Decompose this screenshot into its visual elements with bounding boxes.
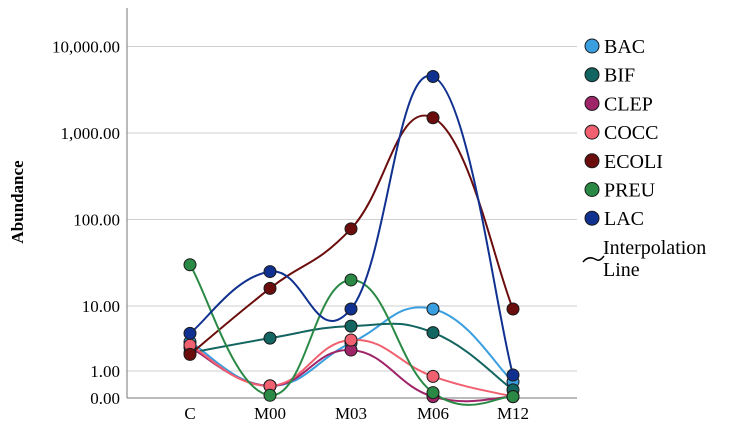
legend-label-bac: BAC	[604, 36, 645, 58]
point-lac	[344, 302, 358, 316]
series-line-preu	[189, 264, 514, 406]
point-ecoli	[183, 347, 197, 361]
x-tick-label: M00	[254, 404, 286, 423]
point-lac	[183, 326, 197, 340]
legend-swatch-clep	[584, 95, 600, 111]
x-tick-label: M03	[335, 404, 367, 423]
legend-swatch-bac	[584, 38, 600, 54]
y-tick-labels: 0.00 1.00 10.00 100.00 1,000.00 10,000.00	[52, 38, 120, 409]
legend-interpolation-line-swatch	[582, 255, 605, 263]
legend-swatch-cocc	[584, 124, 600, 140]
legend-label-ecoli: ECOLI	[604, 151, 663, 173]
point-bif	[263, 331, 277, 345]
point-preu	[344, 273, 358, 287]
x-tick-label: M06	[417, 404, 449, 423]
point-ecoli	[506, 302, 520, 316]
legend: Interpolation Line BAC BIF CLEP COCC ECOLI PR…	[582, 36, 706, 281]
y-tick-label: 1.00	[90, 362, 120, 381]
legend-label-cocc: COCC	[604, 122, 658, 144]
y-tick-label: 100.00	[73, 211, 120, 230]
y-axis-label: Abundance	[8, 160, 27, 244]
point-cocc	[426, 369, 440, 383]
point-preu	[183, 258, 197, 272]
point-lac	[506, 368, 520, 382]
legend-swatch-preu	[584, 182, 600, 197]
point-preu	[263, 388, 277, 402]
legend-label-lac: LAC	[604, 208, 644, 230]
x-tick-label: C	[184, 404, 195, 423]
legend-swatch-lac	[584, 210, 600, 226]
point-bif	[426, 326, 440, 340]
point-ecoli	[344, 222, 358, 236]
legend-label-bif: BIF	[604, 65, 635, 87]
point-lac	[426, 69, 440, 83]
point-ecoli	[426, 111, 440, 125]
series-line-ecoli	[189, 114, 514, 356]
legend-interpolation-label-1: Interpolation	[603, 237, 706, 259]
legend-interpolation-label-2: Line	[603, 259, 640, 281]
y-tick-label: 10.00	[82, 297, 120, 316]
point-cocc	[344, 333, 358, 347]
point-bac	[426, 302, 440, 316]
legend-swatch-ecoli	[584, 153, 600, 169]
point-preu	[426, 386, 440, 400]
point-preu	[506, 390, 520, 404]
legend-label-clep: CLEP	[604, 93, 653, 115]
series-points	[183, 69, 520, 404]
point-ecoli	[263, 281, 277, 295]
legend-swatch-bif	[584, 67, 600, 83]
x-tick-labels: C M00 M03 M06 M12	[184, 404, 529, 423]
point-bif	[344, 319, 358, 333]
legend-label-preu: PREU	[604, 180, 656, 202]
y-tick-label: 0.00	[90, 389, 120, 408]
point-lac	[263, 265, 277, 279]
y-tick-label: 10,000.00	[52, 38, 120, 57]
y-tick-label: 1,000.00	[61, 124, 121, 143]
x-tick-label: M12	[497, 404, 529, 423]
